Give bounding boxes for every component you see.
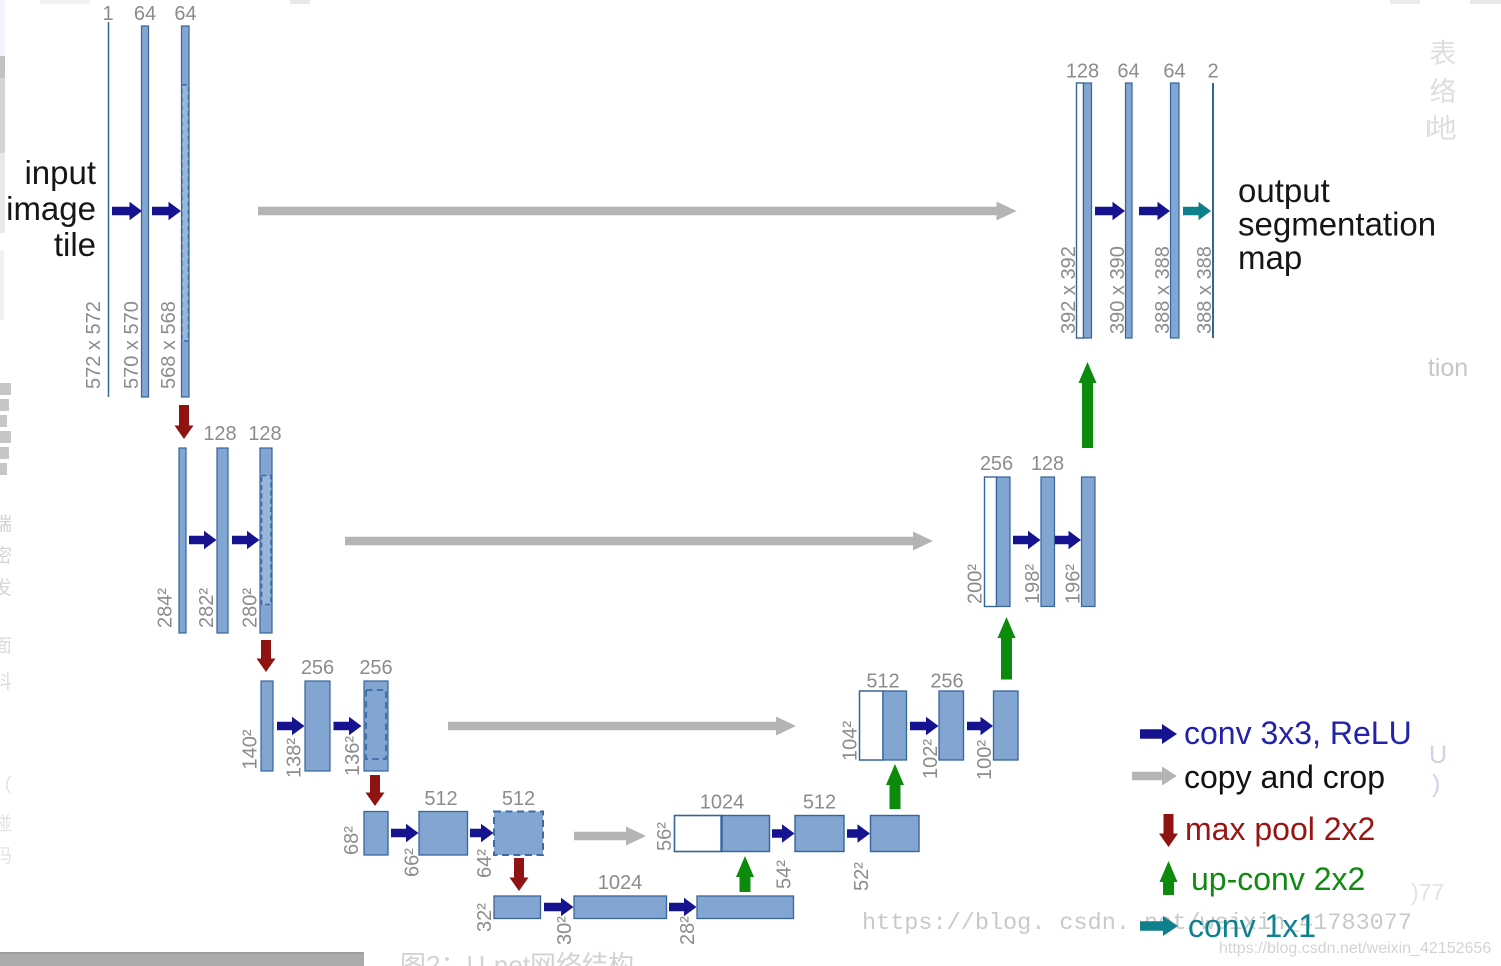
svg-text:抖: 抖 [0, 671, 12, 693]
svg-text:256: 256 [301, 657, 334, 679]
svg-text:密: 密 [0, 545, 12, 567]
svg-text:络: 络 [1430, 77, 1457, 107]
svg-text:284²: 284² [155, 588, 177, 628]
svg-text:280²: 280² [240, 588, 262, 628]
svg-text:2: 2 [1207, 61, 1218, 83]
svg-text:tile: tile [54, 226, 96, 263]
svg-text:282²: 282² [196, 588, 218, 628]
svg-text:128: 128 [1031, 453, 1064, 475]
svg-text:发: 发 [0, 577, 12, 599]
svg-text:面: 面 [0, 636, 12, 657]
svg-text:https://blog.csdn.net/weixin_4: https://blog.csdn.net/weixin_42152656 [1219, 940, 1491, 957]
svg-text:100²: 100² [974, 740, 996, 780]
svg-text:碰: 碰 [0, 813, 12, 835]
svg-text:): ) [1432, 770, 1440, 798]
svg-text:copy and crop: copy and crop [1184, 759, 1385, 795]
svg-text:388 x 388: 388 x 388 [1194, 246, 1216, 334]
svg-text:max pool 2x2: max pool 2x2 [1185, 811, 1375, 847]
svg-text:30²: 30² [554, 916, 576, 945]
svg-text:256: 256 [930, 671, 963, 693]
svg-text:图2：U-net网络结构: 图2：U-net网络结构 [400, 950, 634, 966]
svg-text:512: 512 [803, 792, 836, 814]
svg-text:104²: 104² [840, 721, 862, 761]
svg-text:54²: 54² [774, 860, 796, 889]
svg-text:56²: 56² [654, 822, 676, 851]
svg-text:128: 128 [203, 423, 236, 445]
svg-text:64²: 64² [474, 849, 496, 878]
svg-text:392 x 392: 392 x 392 [1058, 246, 1080, 334]
svg-text:128: 128 [1066, 61, 1099, 83]
svg-text:200²: 200² [965, 564, 987, 604]
svg-text:68²: 68² [341, 826, 363, 855]
svg-text:256: 256 [359, 657, 392, 679]
svg-text:表: 表 [1430, 39, 1457, 69]
svg-text:568 x 568: 568 x 568 [158, 301, 180, 389]
svg-text:66²: 66² [402, 848, 424, 877]
svg-text:up-conv 2x2: up-conv 2x2 [1191, 861, 1365, 897]
svg-text:140²: 140² [240, 729, 262, 769]
svg-text:、: 、 [0, 726, 12, 747]
svg-text:136²: 136² [342, 736, 364, 776]
svg-text:128: 128 [248, 423, 281, 445]
svg-text:)77: )77 [1411, 879, 1444, 905]
svg-text:512: 512 [502, 788, 535, 810]
svg-text:512: 512 [866, 671, 899, 693]
svg-text:1: 1 [102, 3, 113, 25]
svg-text:32²: 32² [474, 903, 496, 932]
svg-text:地: 地 [1430, 114, 1457, 144]
svg-text:64: 64 [174, 3, 196, 25]
svg-text:map: map [1238, 239, 1302, 276]
svg-text:tion: tion [1428, 354, 1468, 382]
svg-text:102²: 102² [920, 739, 942, 779]
svg-text:196²: 196² [1063, 564, 1085, 604]
svg-text:390 x 390: 390 x 390 [1107, 246, 1129, 334]
svg-text:1024: 1024 [598, 872, 643, 894]
svg-text:512: 512 [424, 788, 457, 810]
svg-text:570 x 570: 570 x 570 [121, 301, 143, 389]
svg-text:198²: 198² [1022, 564, 1044, 604]
svg-text:conv 1x1: conv 1x1 [1188, 908, 1316, 944]
svg-text:output: output [1238, 172, 1330, 209]
svg-text:image: image [6, 190, 96, 227]
svg-text:input: input [24, 154, 96, 191]
svg-text:U: U [1429, 741, 1447, 769]
svg-text:64: 64 [1117, 61, 1139, 83]
svg-text:segmentation: segmentation [1238, 206, 1436, 243]
svg-text:64: 64 [1163, 61, 1185, 83]
svg-text:https://blog. csdn. net/weixin: https://blog. csdn. net/weixin_41783077 [862, 910, 1412, 937]
svg-text:138²: 138² [284, 738, 306, 778]
svg-text:388 x 388: 388 x 388 [1152, 246, 1174, 334]
svg-text:码: 码 [0, 846, 12, 867]
svg-text:（: （ [0, 775, 12, 797]
svg-text:conv 3x3, ReLU: conv 3x3, ReLU [1184, 715, 1412, 751]
svg-text:1024: 1024 [700, 792, 745, 814]
svg-text:256: 256 [980, 453, 1013, 475]
svg-text:28²: 28² [677, 916, 699, 945]
svg-text:端: 端 [0, 513, 12, 535]
svg-text:64: 64 [134, 3, 156, 25]
svg-text:52²: 52² [851, 862, 873, 891]
svg-text:572 x 572: 572 x 572 [83, 301, 105, 389]
